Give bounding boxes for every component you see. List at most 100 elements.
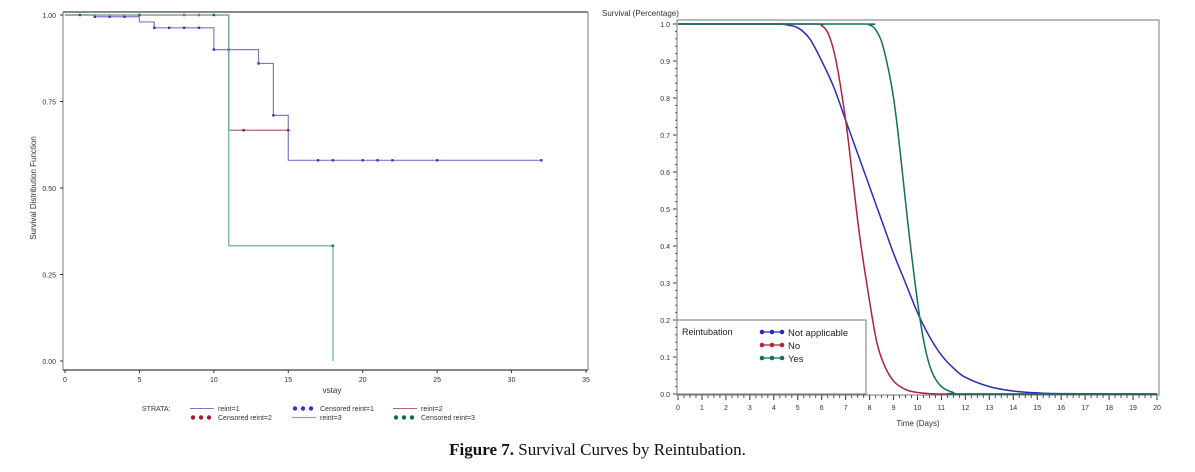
- legend-label: reint=3: [320, 415, 342, 422]
- right-x-tick-label: 19: [1129, 405, 1137, 412]
- censor-mark: [242, 129, 245, 132]
- left-x-tick-label: 5: [137, 377, 141, 384]
- caption-label: Figure 7.: [449, 440, 514, 459]
- legend-dot-swatch: [393, 415, 399, 420]
- survival-curve-yes: [678, 23, 1157, 395]
- censor-mark: [391, 159, 394, 162]
- figure-caption: Figure 7. Survival Curves by Reintubatio…: [0, 440, 1195, 460]
- right-x-tick-label: 13: [985, 405, 993, 412]
- right-x-tick-label: 15: [1033, 405, 1041, 412]
- right-y-tick-label: 0.2: [660, 318, 670, 325]
- legend-dot-swatch: [308, 406, 314, 411]
- legend-dot-swatch: [292, 406, 298, 411]
- right-x-tick-label: 4: [772, 405, 776, 412]
- censor-mark: [272, 114, 275, 117]
- km-step-line-reint-2: [65, 14, 289, 131]
- right-x-tick-label: 7: [844, 405, 848, 412]
- legend-label: Censored reint=2: [218, 415, 272, 422]
- right-x-tick-label: 0: [676, 405, 680, 412]
- left-legend: STRATA: reint=1 Censored reint=1 reint=2 Cen…: [142, 406, 475, 422]
- legend-label: reint=1: [218, 406, 240, 413]
- right-x-tick-label: 9: [892, 405, 896, 412]
- legend-dot-swatch: [409, 415, 415, 420]
- legend-dot-swatch: [779, 342, 785, 348]
- km-step-line-reint-1: [65, 14, 542, 161]
- right-x-tick-label: 8: [868, 405, 872, 412]
- legend-dot-swatch: [779, 329, 785, 335]
- censor-mark: [93, 15, 96, 18]
- legend-label: reint=2: [421, 406, 443, 413]
- censor-mark: [331, 244, 335, 247]
- legend-dot-swatch: [769, 329, 775, 335]
- censor-mark: [153, 26, 156, 30]
- right-y-tick-label: 0.4: [660, 244, 670, 251]
- legend-dot-swatch: [198, 415, 204, 420]
- right-x-tick-label: 16: [1057, 405, 1065, 412]
- left-y-tick-label: 0.75: [42, 100, 56, 107]
- legend-dot-swatch: [779, 355, 785, 361]
- right-x-tick-label: 6: [820, 405, 824, 412]
- figure-svg: 0.000.250.500.751.00 0 5 10 15 20 25 30 35 vsta…: [29, 9, 1161, 428]
- legend-title: STRATA:: [142, 406, 171, 413]
- right-x-tick-label: 5: [796, 405, 800, 412]
- legend-label: Yes: [788, 354, 804, 365]
- censor-mark: [257, 62, 260, 65]
- censor-mark: [316, 159, 320, 162]
- left-x-label: vstay: [323, 386, 342, 395]
- left-x-tick-label: 35: [582, 377, 590, 384]
- right-y-tick-label: 0.9: [660, 59, 670, 66]
- right-y-label: Survival (Percentage): [602, 9, 679, 18]
- right-y-tick-label: 0.1: [660, 355, 670, 362]
- censor-mark: [197, 26, 201, 30]
- legend-dot-swatch: [759, 355, 765, 361]
- legend-label: Not applicable: [788, 328, 848, 339]
- right-x-tick-label: 10: [914, 405, 922, 412]
- right-x-tick-label: 3: [748, 405, 752, 412]
- right-x-tick-label: 12: [962, 405, 970, 412]
- caption-text: Survival Curves by Reintubation.: [518, 440, 746, 459]
- right-x-tick-label: 17: [1081, 405, 1089, 412]
- left-x-tick-label: 25: [433, 377, 441, 384]
- censor-mark: [138, 13, 141, 17]
- legend-label: Censored reint=3: [421, 415, 475, 422]
- legend-dot-swatch: [206, 415, 212, 420]
- censor-mark: [212, 13, 216, 17]
- censor-mark: [182, 26, 186, 30]
- censor-mark: [376, 159, 379, 162]
- left-x-tick-label: 20: [359, 377, 367, 384]
- legend-label: No: [788, 341, 800, 352]
- legend-dot-swatch: [769, 355, 775, 361]
- censor-mark: [331, 159, 335, 162]
- right-y-tick-label: 0.0: [660, 392, 670, 399]
- legend-dot-swatch: [759, 342, 765, 348]
- left-y-tick-label: 1.00: [42, 13, 56, 20]
- right-y-tick-label: 1.0: [660, 22, 670, 29]
- right-x-tick-label: 18: [1105, 405, 1113, 412]
- left-y-label: Survival Distribution Function: [29, 136, 38, 240]
- censor-mark: [287, 129, 290, 132]
- right-y-tick-label: 0.8: [660, 96, 670, 103]
- legend-dot-swatch: [769, 342, 775, 348]
- left-x-tick-label: 15: [284, 377, 292, 384]
- right-x-label: Time (Days): [896, 419, 940, 428]
- right-y-tick-label: 0.5: [660, 207, 670, 214]
- censor-mark: [435, 159, 439, 162]
- km-step-line-reint-3: [65, 14, 334, 361]
- right-x-tick-label: 1: [700, 405, 704, 412]
- left-y-tick-label: 0.25: [42, 273, 56, 280]
- right-y-tick-label: 0.6: [660, 170, 670, 177]
- censor-mark: [78, 13, 82, 17]
- censor-mark: [108, 15, 111, 18]
- legend-dot-swatch: [759, 329, 765, 335]
- left-y-tick-label: 0.00: [42, 359, 56, 366]
- right-x-tick-label: 14: [1009, 405, 1017, 412]
- survival-curve-no: [678, 23, 1157, 395]
- legend-dot-swatch: [190, 415, 196, 420]
- censor-mark: [168, 26, 171, 30]
- right-legend: Reintubation Not applicable No Yes: [676, 319, 867, 395]
- left-x-tick-label: 30: [508, 377, 516, 384]
- censor-mark: [540, 159, 543, 162]
- censor-mark: [361, 159, 364, 162]
- survival-curve-not-applicable: [678, 23, 1158, 395]
